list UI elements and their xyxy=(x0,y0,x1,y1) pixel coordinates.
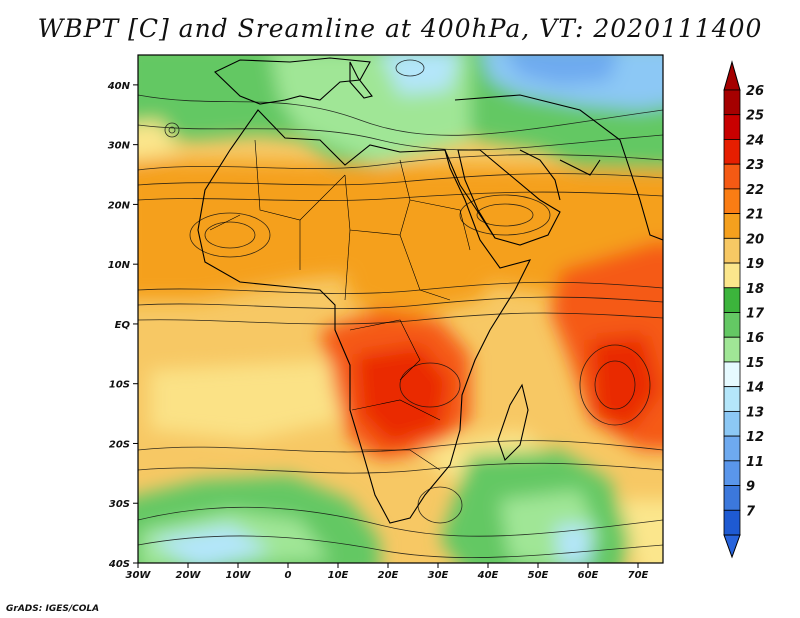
colorbar-swatch xyxy=(723,89,741,116)
coastlines xyxy=(197,57,663,524)
lon-tick-label: 20E xyxy=(378,570,399,581)
lat-tick-label: EQ xyxy=(115,320,131,331)
colorbar-label: 21 xyxy=(746,208,764,223)
latitude-axis: 40N 30N 20N 10N EQ 10S 20S 30S 40S xyxy=(107,81,138,570)
colorbar-label: 18 xyxy=(746,282,764,297)
colorbar-swatch xyxy=(723,163,741,190)
colorbar-label: 25 xyxy=(746,109,764,124)
colorbar-swatch xyxy=(723,509,741,536)
colorbar-label: 24 xyxy=(746,133,764,148)
colorbar-swatch xyxy=(723,139,741,165)
colorbar-swatch xyxy=(723,336,741,363)
colorbar-label: 12 xyxy=(746,430,764,445)
colorbar-legend: 26 25 24 23 22 21 20 19 18 17 16 15 14 13 12 11 9 7 xyxy=(723,60,765,559)
wbpt-field xyxy=(138,55,663,563)
lon-tick-label: 50E xyxy=(528,570,549,581)
colorbar-swatch xyxy=(723,114,741,140)
colorbar-swatch xyxy=(723,361,741,388)
lat-tick-label: 10N xyxy=(108,260,131,271)
colorbar-swatch xyxy=(723,188,741,215)
longitude-axis: 30W 20W 10W 0 10E 20E 30E 40E 50E 60E 70E xyxy=(126,563,649,581)
lon-tick-label: 70E xyxy=(628,570,649,581)
lat-tick-label: 30S xyxy=(109,499,130,510)
lat-tick-label: 10S xyxy=(109,380,130,391)
colorbar-swatch xyxy=(723,485,741,511)
colorbar-label: 11 xyxy=(746,455,764,470)
lat-tick-label: 30N xyxy=(108,141,131,152)
lon-tick-label: 60E xyxy=(578,570,599,581)
colorbar-swatch xyxy=(723,386,741,412)
lon-tick-label: 10E xyxy=(328,570,349,581)
colorbar-label: 22 xyxy=(746,183,764,198)
colorbar-label: 9 xyxy=(746,480,755,495)
lon-tick-label: 30E xyxy=(428,570,449,581)
plot-frame xyxy=(137,54,664,564)
map-title: WBPT [C] and Sreamline at 400hPa, VT: 20… xyxy=(37,14,763,43)
lat-tick-label: 20S xyxy=(109,439,130,450)
colorbar-label: 15 xyxy=(746,356,764,371)
colorbar-bottom-arrow xyxy=(723,534,741,559)
colorbar-swatch xyxy=(723,262,741,289)
colorbar-swatch xyxy=(723,312,741,338)
colorbar-top-arrow xyxy=(723,60,741,91)
streamlines xyxy=(138,59,663,559)
lon-tick-label: 20W xyxy=(176,570,202,581)
colorbar-label: 20 xyxy=(746,232,764,247)
colorbar-label: 26 xyxy=(746,84,764,99)
lon-tick-label: 10W xyxy=(226,570,252,581)
colorbar-swatch xyxy=(723,213,741,239)
lon-tick-label: 0 xyxy=(285,570,292,581)
colorbar-swatch xyxy=(723,410,741,437)
country-borders xyxy=(209,139,471,471)
colorbar-label: 7 xyxy=(746,504,756,519)
lon-tick-label: 40E xyxy=(477,570,499,581)
colorbar-swatch xyxy=(723,460,741,486)
lat-tick-label: 40S xyxy=(108,559,130,570)
colorbar-label: 14 xyxy=(746,381,764,396)
lon-tick-label: 30W xyxy=(126,570,152,581)
colorbar-label: 13 xyxy=(746,405,764,420)
grads-credit: GrADS: IGES/COLA xyxy=(6,604,100,614)
colorbar-swatch xyxy=(723,237,741,264)
colorbar-swatch xyxy=(723,287,741,313)
colorbar-label: 19 xyxy=(746,257,764,272)
lat-tick-label: 40N xyxy=(107,81,131,92)
colorbar-label: 17 xyxy=(746,307,765,322)
colorbar-label: 23 xyxy=(746,158,764,173)
colorbar-swatch xyxy=(723,435,741,462)
lat-tick-label: 20N xyxy=(108,200,131,211)
colorbar-label: 16 xyxy=(746,331,764,346)
